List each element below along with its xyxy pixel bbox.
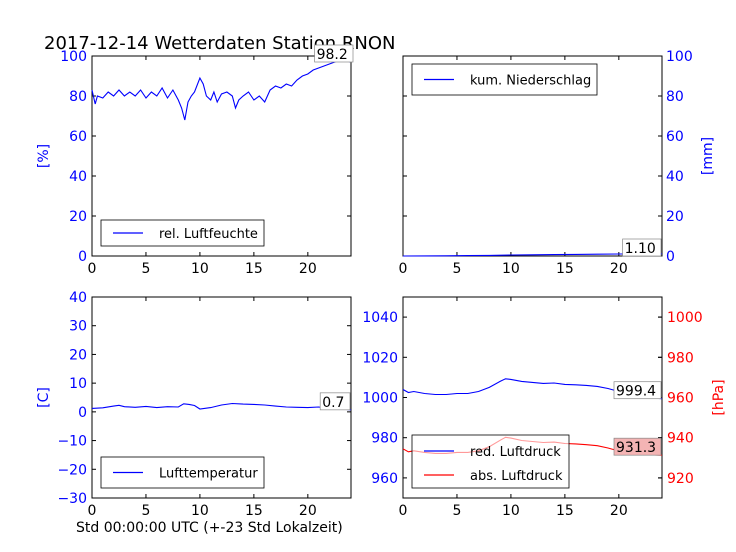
y-axis-label: [%]: [36, 144, 52, 168]
subplot-3: 0 5 10 15 20 −30 −20 −10 0 10 20 30 40 [C] 0.7 Lufttemp…: [36, 290, 352, 519]
y-tick-label: 100: [666, 49, 693, 65]
y-axis-label: [mm]: [700, 137, 716, 175]
subplot-4: 0 5 10 15 20 960 980 1000 1020 1040 920 940 960 980 10…: [362, 296, 727, 519]
series-line-1: [91, 59, 351, 121]
y-right-tick-label: 920: [667, 471, 694, 487]
y-tick-label: 40: [69, 169, 87, 185]
y-tick-label: 1000: [362, 391, 398, 407]
x-tick-label: 10: [191, 261, 209, 277]
end-value-box: [613, 437, 662, 456]
y-tick-label: 60: [666, 129, 684, 145]
series-line-1: [91, 402, 352, 411]
subplot-1: 0 5 10 15 20 0 20 40 60 80 100 [%] 98.2 rel. Luftfeuc…: [36, 44, 354, 277]
y-tick-label: −30: [57, 491, 87, 507]
y-tick-label: 80: [666, 89, 684, 105]
end-value-label: 98.2: [317, 47, 348, 63]
x-tick-label: 5: [141, 261, 150, 277]
legend-label: red. Luftdruck: [470, 445, 561, 460]
y-tick-label: 60: [69, 129, 87, 145]
y-tick-label: 80: [69, 89, 87, 105]
y-right-tick-label: 960: [667, 391, 694, 407]
y-tick-label: 20: [69, 347, 87, 363]
legend-label: Lufttemperatur: [159, 467, 258, 482]
y-right-axis-label: [hPa]: [711, 379, 727, 415]
legend: kum. Niederschlag: [411, 63, 598, 96]
x-tick-label: 10: [502, 261, 520, 277]
x-tick-label: 0: [88, 503, 97, 519]
legend-box: [411, 434, 570, 489]
end-value-box: [314, 44, 354, 63]
legend: Lufttemperatur: [100, 456, 265, 489]
y-right-tick-label: 940: [667, 431, 694, 447]
x-tick-label: 15: [556, 261, 574, 277]
x-tick-label: 15: [245, 261, 263, 277]
legend-label: rel. Luftfeuchte: [159, 227, 258, 242]
x-tick-label: 5: [452, 261, 461, 277]
end-value-label: 931.3: [616, 440, 656, 456]
x-tick-label: 0: [88, 261, 97, 277]
x-tick-label: 5: [452, 503, 461, 519]
legend-label: abs. Luftdruck: [470, 469, 563, 484]
y-tick-label: 0: [666, 249, 675, 265]
x-tick-label: 10: [191, 503, 209, 519]
plot-frame: [91, 296, 352, 499]
y-tick-label: 0: [78, 249, 87, 265]
end-value-label: 999.4: [616, 384, 656, 400]
y-tick-label: −10: [57, 434, 87, 450]
legend: red. Luftdruck abs. Luftdruck: [411, 434, 570, 489]
y-tick-label: 10: [69, 376, 87, 392]
y-right-tick-label: 1000: [667, 310, 703, 326]
subplot-2: 0 5 10 15 20 0 20 40 60 80 100 [mm] 1.10 kum. Nieders…: [399, 49, 716, 277]
end-value-box: [319, 392, 351, 411]
y-tick-label: 980: [371, 431, 398, 447]
legend: rel. Luftfeuchte: [100, 219, 265, 247]
end-value-label: 0.7: [322, 395, 344, 411]
y-tick-label: 20: [69, 209, 87, 225]
x-tick-label: 0: [399, 261, 408, 277]
y-tick-label: 40: [69, 290, 87, 306]
x-tick-label: 0: [399, 503, 408, 519]
y-tick-label: −20: [57, 462, 87, 478]
y-tick-label: 0: [78, 405, 87, 421]
x-tick-label: 20: [299, 503, 317, 519]
y-tick-label: 1040: [362, 310, 398, 326]
y-tick-label: 960: [371, 471, 398, 487]
y-tick-label: 1020: [362, 350, 398, 366]
y-tick-label: 40: [666, 169, 684, 185]
shared-x-axis-label: Std 00:00:00 UTC (+-23 Std Lokalzeit): [76, 520, 343, 536]
x-tick-label: 15: [556, 503, 574, 519]
end-value-label: 1.10: [625, 241, 656, 257]
x-tick-label: 15: [245, 503, 263, 519]
x-tick-label: 10: [502, 503, 520, 519]
x-tick-label: 20: [610, 261, 628, 277]
y-axis-label: [C]: [36, 387, 52, 408]
end-value-box: [613, 381, 662, 400]
legend-label: kum. Niederschlag: [470, 74, 591, 89]
plot-frame: [91, 55, 352, 257]
y-tick-label: 100: [60, 49, 87, 65]
figure-title: 2017-12-14 Wetterdaten Station RNON: [44, 33, 395, 54]
series-line-1: [402, 253, 663, 257]
x-tick-label: 20: [610, 503, 628, 519]
y-tick-label: 30: [69, 319, 87, 335]
plot-frame: [402, 55, 663, 257]
y-right-tick-label: 980: [667, 350, 694, 366]
y-tick-label: 20: [666, 209, 684, 225]
x-tick-label: 20: [299, 261, 317, 277]
x-tick-label: 5: [141, 503, 150, 519]
end-value-box: [622, 238, 662, 257]
